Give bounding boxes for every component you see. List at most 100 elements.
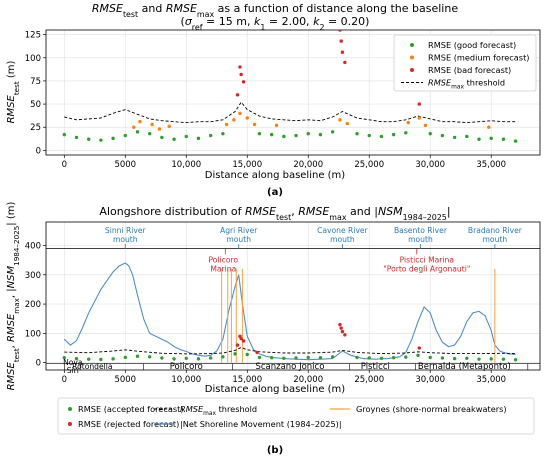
ytick-label-4: 100 [25, 54, 41, 64]
point-rmse-medium-forecast-4 [167, 124, 171, 128]
river-label-3-a: Basento River [394, 226, 448, 235]
panel-a: 0 5000 10,000 15,000 20,000 25,000 30,000 35,00… [25, 29, 541, 170]
ytick-label-1: 100 [25, 329, 41, 339]
legend-label-3: RMSE (rejected forecast) [78, 419, 179, 429]
point-rmse-medium-forecast-0 [132, 125, 136, 129]
data-layer [62, 30, 518, 143]
point-rmse-good-forecast-12 [208, 133, 213, 138]
legend-marker-3 [68, 422, 72, 426]
legend-label-1: RMSE (medium forecast) [428, 53, 529, 63]
point-rmse-rejected-forecast-9 [417, 346, 421, 350]
point-rmse-accepted-forecast-6 [135, 354, 140, 358]
point-rmse-accepted-forecast-2 [86, 357, 91, 361]
point-rmse-medium-forecast-9 [252, 122, 257, 127]
point-rmse-rejected-forecast-0 [235, 343, 240, 347]
xtick-label-3: 15,000 [232, 160, 262, 170]
point-rmse-good-forecast-16 [282, 134, 286, 139]
river-label-3-b: mouth [408, 235, 433, 244]
point-rmse-accepted-forecast-26 [391, 355, 396, 360]
point-rmse-medium-forecast-11 [338, 118, 342, 122]
point-rmse-rejected-forecast-5 [338, 322, 342, 327]
point-rmse-good-forecast-21 [355, 132, 359, 136]
ytick-label-3: 75 [30, 77, 41, 87]
point-rmse-bad-forecast-8 [417, 102, 421, 106]
xtick-label-1: 5000 [114, 160, 136, 170]
point-rmse-medium-forecast-15 [423, 123, 428, 128]
point-rmse-rejected-forecast-4 [255, 350, 259, 355]
point-rmse-accepted-forecast-22 [330, 355, 335, 359]
point-rmse-good-forecast-17 [294, 133, 298, 138]
point-rmse-bad-forecast-6 [340, 50, 345, 54]
ytick-label-3: 300 [25, 271, 41, 281]
chart-b-title: Alongshore distribution of RMSEtest​, RM… [99, 205, 450, 222]
legend-label-0: RMSE (good forecast) [428, 40, 516, 50]
chart-b-xlabel: Distance along baseline (m) [205, 384, 345, 395]
point-rmse-good-forecast-8 [160, 135, 164, 140]
ytick-label-0: 0 [36, 359, 41, 369]
point-rmse-rejected-forecast-8 [343, 333, 347, 337]
point-rmse-accepted-forecast-21 [318, 355, 323, 360]
point-rmse-good-forecast-14 [257, 132, 262, 136]
point-rmse-accepted-forecast-19 [294, 356, 298, 360]
point-rmse-accepted-forecast-31 [452, 356, 457, 361]
point-rmse-medium-forecast-5 [224, 122, 229, 127]
point-rmse-medium-forecast-6 [232, 118, 236, 122]
legend-box [57, 397, 535, 435]
point-rmse-bad-forecast-7 [343, 60, 347, 65]
point-rmse-accepted-forecast-25 [379, 356, 384, 360]
point-rmse-accepted-forecast-8 [160, 356, 164, 360]
legend-marker-0 [410, 43, 414, 47]
point-rmse-good-forecast-20 [330, 130, 335, 134]
point-rmse-medium-forecast-12 [345, 121, 349, 126]
chart-b-panel-label: (b) [267, 445, 283, 456]
point-rmse-accepted-forecast-13 [221, 355, 225, 359]
point-rmse-good-forecast-6 [135, 130, 140, 134]
xtick-label-2: 10,000 [171, 160, 201, 170]
point-rmse-good-forecast-25 [404, 131, 408, 135]
legend-label-1: RMSEmax​ threshold [180, 404, 257, 417]
municipality-label-0-a: Nova [63, 358, 82, 367]
xtick-label-4: 20,000 [293, 160, 323, 170]
legend-marker-1 [410, 55, 414, 60]
point-rmse-accepted-forecast-0 [62, 355, 66, 360]
point-rmse-medium-forecast-8 [245, 116, 249, 120]
point-rmse-good-forecast-31 [489, 136, 493, 141]
river-label-2-b: mouth [330, 235, 355, 244]
xtick-label-0: 0 [62, 375, 67, 385]
point-rmse-accepted-forecast-4 [111, 357, 115, 361]
xtick-label-0: 0 [62, 160, 67, 170]
xtick-label-4: 20,000 [293, 375, 323, 385]
point-rmse-accepted-forecast-12 [208, 356, 213, 360]
series-rmse-max-threshold-line [64, 101, 516, 124]
point-rmse-medium-forecast-14 [417, 116, 421, 120]
point-rmse-bad-forecast-1 [238, 65, 242, 69]
point-rmse-good-forecast-13 [221, 132, 225, 136]
chart-a-panel-label: (a) [267, 187, 283, 198]
point-rmse-good-forecast-30 [477, 137, 481, 141]
point-rmse-accepted-forecast-14 [233, 352, 237, 356]
point-rmse-good-forecast-27 [440, 133, 445, 138]
point-rmse-medium-forecast-3 [157, 127, 162, 131]
chart-b-ylabel: RMSEtest​, RMSEmax​, |NSM1984–2025​| (m) [6, 201, 21, 390]
ytick-label-4: 400 [25, 241, 41, 251]
xtick-label-1: 5000 [114, 375, 136, 385]
river-label-0-a: Sinni River [105, 226, 147, 235]
point-rmse-accepted-forecast-29 [428, 355, 432, 360]
point-rmse-good-forecast-19 [318, 132, 323, 137]
point-rmse-accepted-forecast-10 [184, 356, 188, 360]
point-rmse-good-forecast-33 [513, 139, 518, 143]
point-rmse-good-forecast-24 [391, 132, 396, 137]
point-rmse-bad-forecast-3 [241, 80, 246, 84]
point-rmse-medium-forecast-7 [238, 111, 242, 116]
legend-box [393, 34, 537, 92]
point-rmse-bad-forecast-2 [239, 72, 243, 77]
legend-label-4: |Net Shoreline Movement (1984–2025)| [180, 419, 342, 429]
axes-frame [45, 29, 541, 156]
point-rmse-medium-forecast-2 [150, 122, 154, 127]
xtick-label-7: 35,000 [476, 160, 506, 170]
chart-a-xlabel: Distance along baseline (m) [205, 170, 345, 181]
point-rmse-accepted-forecast-20 [306, 355, 310, 360]
point-rmse-accepted-forecast-1 [74, 356, 79, 361]
